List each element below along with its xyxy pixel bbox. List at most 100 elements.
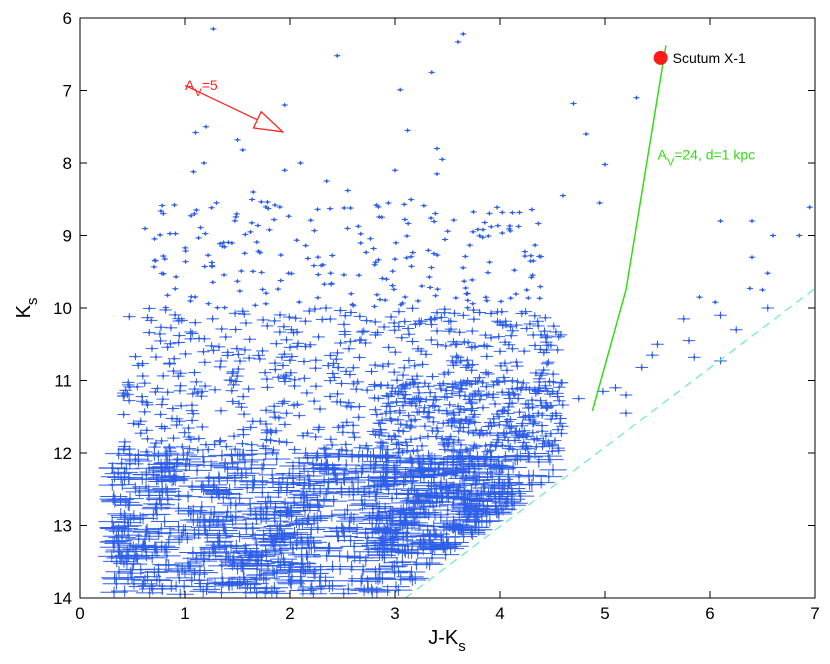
star-point (432, 548, 460, 561)
star-point (484, 270, 492, 275)
star-point (483, 298, 491, 303)
star-point (609, 384, 622, 392)
star-point (275, 353, 289, 361)
star-point (392, 240, 400, 245)
star-point (219, 333, 233, 341)
star-point (292, 411, 306, 420)
star-point (481, 448, 494, 456)
star-point (517, 379, 530, 387)
star-point (130, 383, 144, 391)
star-point (243, 539, 271, 551)
star-point (208, 386, 222, 394)
star-point (442, 327, 456, 335)
star-point (155, 400, 169, 409)
star-point (168, 563, 196, 575)
star-point (383, 556, 411, 569)
star-point (651, 340, 664, 348)
star-point (712, 300, 719, 305)
star-point (746, 286, 754, 291)
star-point (548, 436, 562, 445)
star-point (338, 476, 366, 488)
star-point (132, 480, 160, 493)
star-point (619, 409, 633, 417)
star-point (391, 256, 399, 262)
star-point (469, 277, 476, 283)
star-point (409, 250, 416, 255)
star-point (412, 389, 426, 397)
star-point (682, 337, 696, 345)
star-point (414, 298, 422, 304)
star-point (378, 492, 406, 505)
star-point (327, 271, 334, 276)
star-point (118, 438, 132, 446)
star-point (254, 223, 262, 228)
star-point (245, 441, 258, 449)
star-point (477, 341, 491, 349)
star-point (212, 343, 226, 351)
star-point (237, 505, 265, 517)
star-point (357, 327, 371, 335)
star-point (325, 441, 339, 449)
star-point (428, 70, 435, 75)
star-point (293, 238, 300, 243)
star-point (114, 499, 142, 511)
star-point (368, 380, 381, 389)
star-point (202, 446, 215, 454)
star-point (312, 333, 325, 341)
star-point (277, 278, 284, 283)
star-point (281, 102, 288, 108)
star-point (528, 341, 542, 350)
star-point (432, 211, 439, 216)
star-point (272, 437, 286, 445)
star-point (439, 157, 446, 162)
y-tick-label: 7 (63, 82, 72, 101)
star-point (276, 563, 304, 576)
star-point (515, 224, 522, 229)
star-point (525, 295, 532, 301)
star-point (207, 346, 220, 354)
star-point (154, 410, 167, 419)
star-point (236, 440, 249, 448)
star-point (677, 315, 691, 323)
star-point (346, 552, 374, 564)
star-point (401, 294, 409, 300)
star-point (259, 406, 273, 414)
star-point (253, 355, 267, 363)
star-point (161, 256, 169, 262)
star-point (536, 453, 564, 466)
star-point (382, 580, 410, 593)
star-point (138, 408, 151, 416)
star-point (208, 205, 215, 210)
star-point (504, 332, 518, 340)
star-point (339, 488, 367, 501)
star-point (360, 386, 374, 394)
star-point (516, 210, 523, 215)
star-point (465, 327, 479, 335)
star-point (350, 385, 363, 393)
star-point (510, 358, 523, 366)
star-point (509, 210, 516, 215)
star-point (493, 347, 507, 355)
star-point (199, 441, 213, 449)
star-point (307, 397, 321, 405)
star-point (138, 551, 166, 564)
star-point (229, 325, 242, 334)
star-point (262, 301, 270, 306)
star-point (171, 202, 178, 208)
star-point (769, 233, 777, 238)
star-point (539, 314, 552, 322)
star-point (172, 231, 179, 236)
star-point (197, 225, 204, 230)
star-point (138, 379, 152, 387)
star-point (353, 353, 366, 362)
star-point (162, 305, 169, 310)
star-point (165, 572, 193, 584)
star-point (476, 404, 490, 412)
star-point (391, 168, 399, 173)
star-point (273, 484, 301, 497)
x-tick-label: 1 (180, 604, 189, 623)
star-point (315, 315, 329, 324)
star-point (357, 583, 386, 596)
star-point (227, 432, 241, 440)
star-point (324, 530, 353, 543)
